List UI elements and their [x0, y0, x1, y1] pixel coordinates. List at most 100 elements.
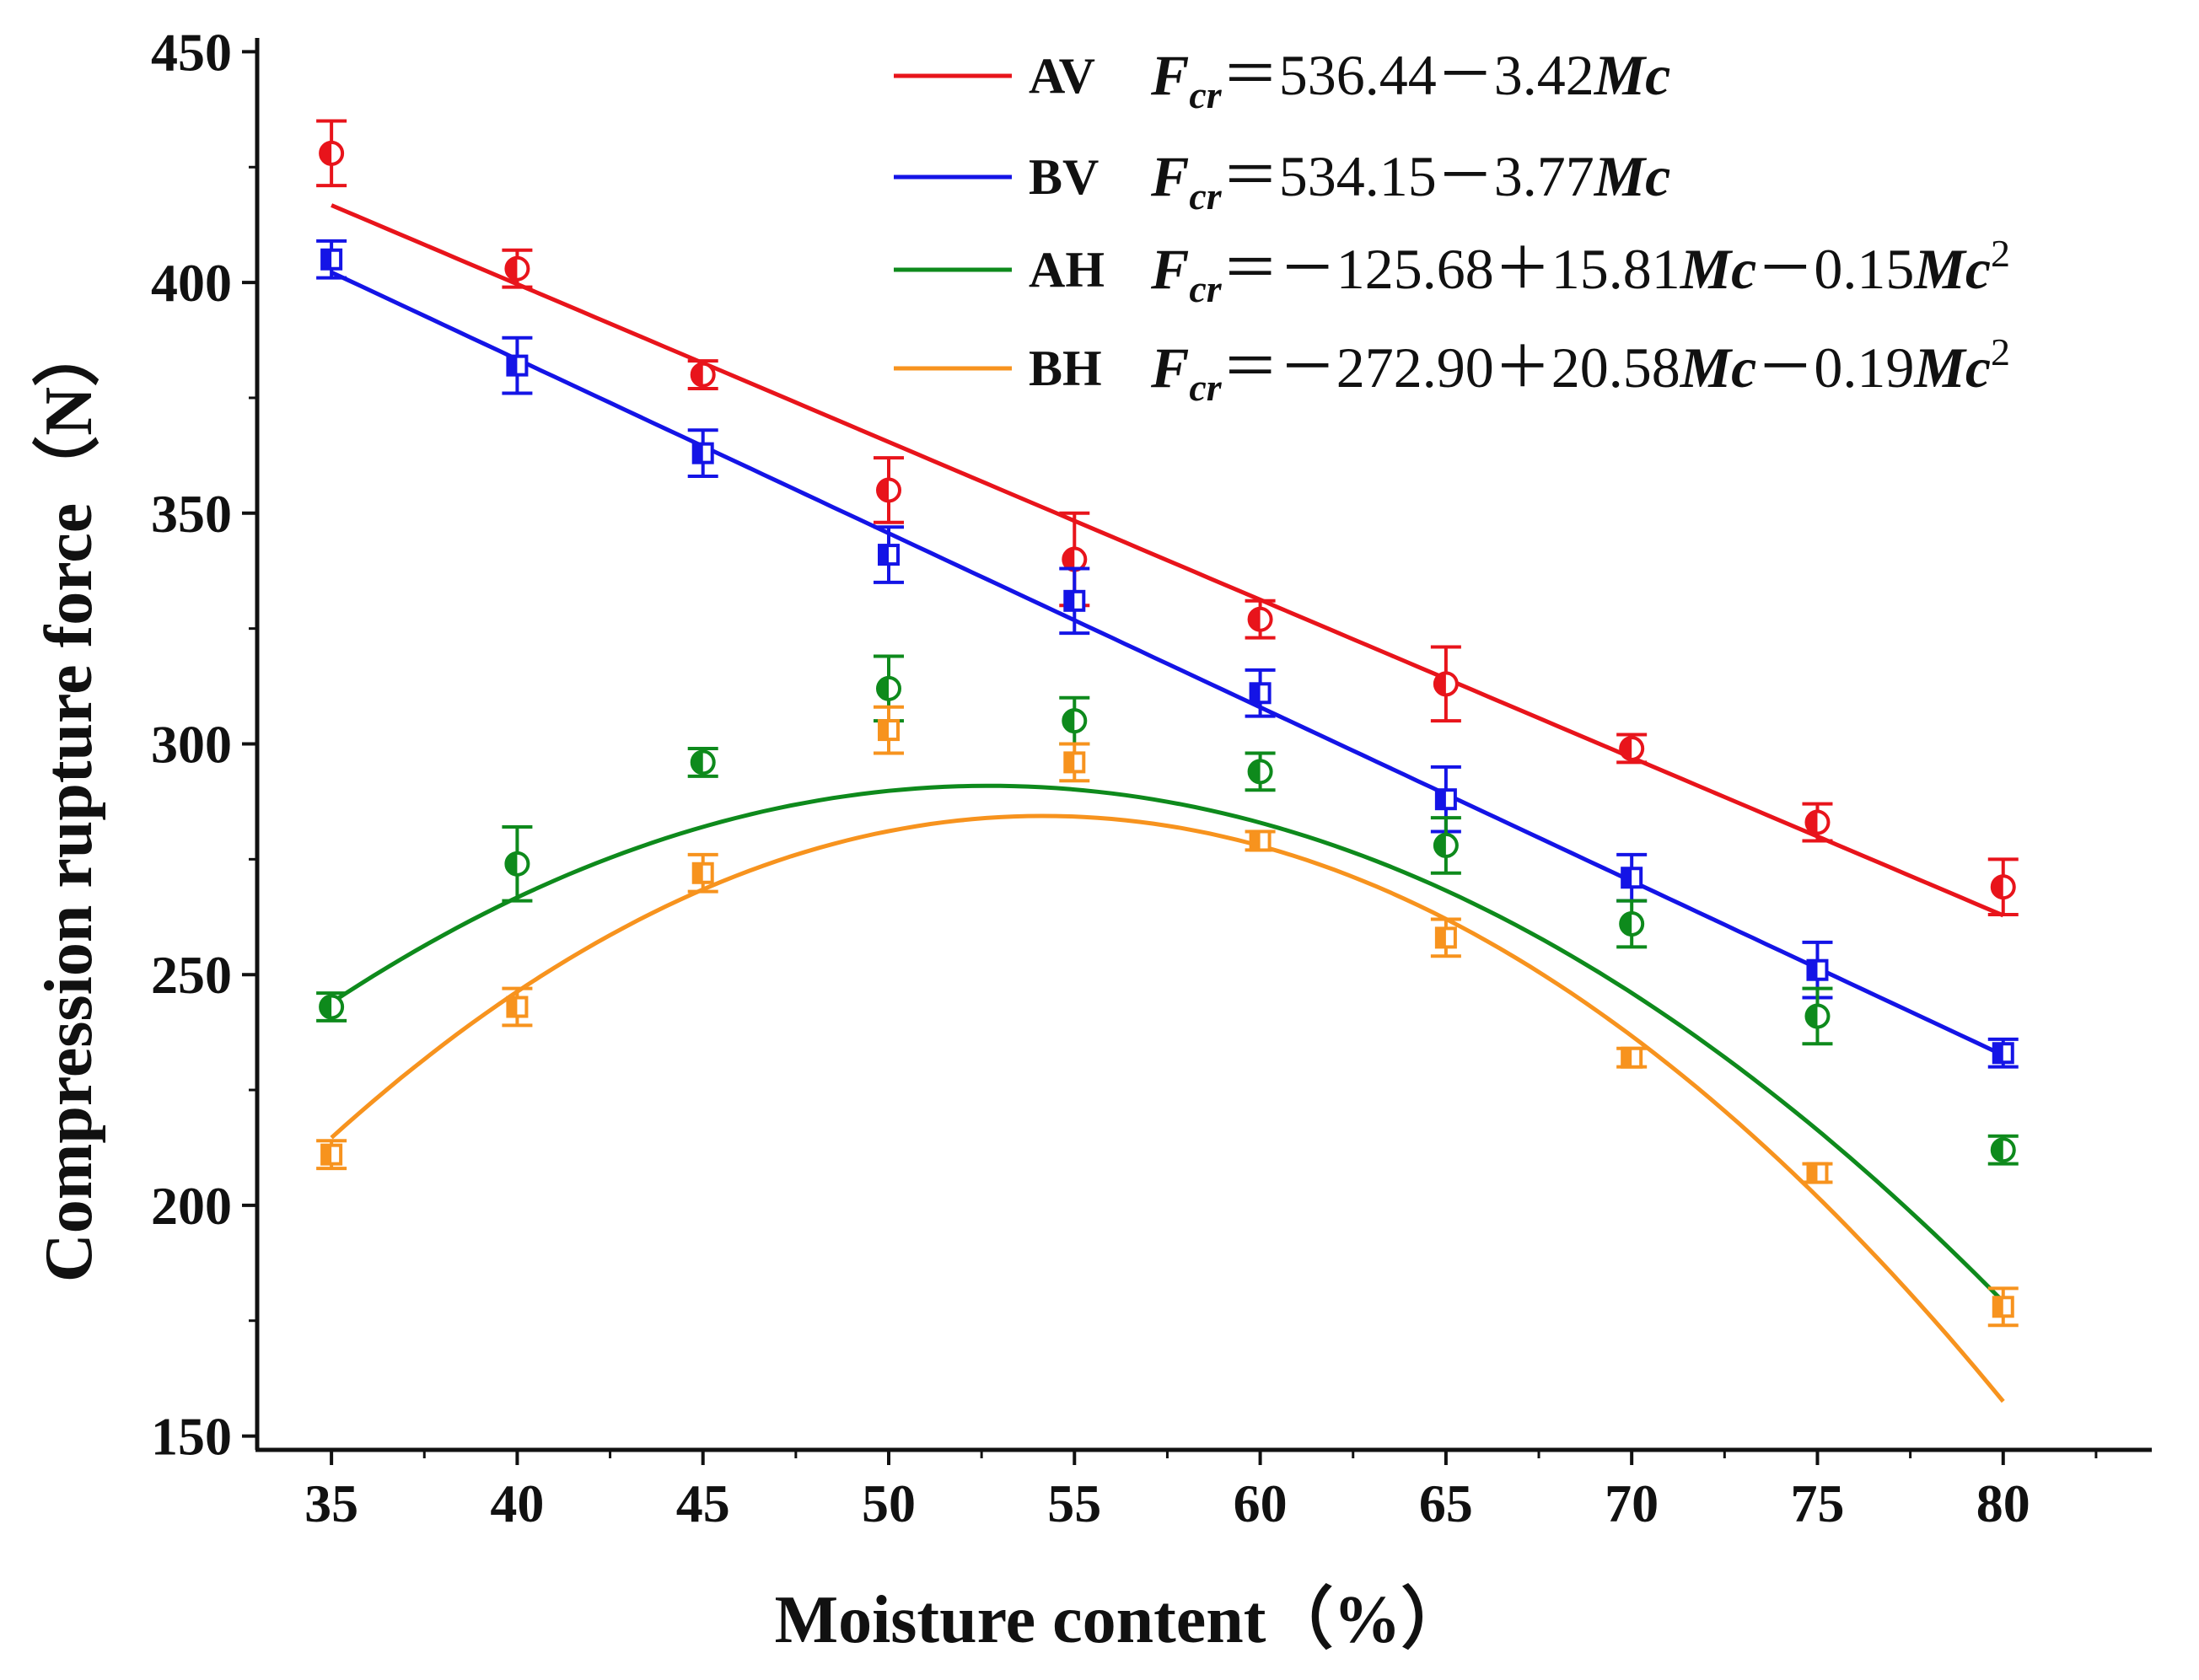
data-point-ah — [687, 746, 718, 778]
legend-label-av: AV — [1029, 48, 1095, 104]
legend-label-ah: AH — [1029, 242, 1105, 298]
legend-entry-bh: BH Fcr＝－272.90＋20.58Mc－0.19Mc2 — [894, 330, 2010, 409]
fit-line-bh — [330, 813, 2005, 1404]
y-axis-title: Compression rupture force（N） — [32, 319, 106, 1282]
data-point-bh — [502, 986, 533, 1028]
marker-half-fill — [1993, 1297, 2003, 1317]
marker-half-fill — [693, 863, 703, 883]
marker-half-fill — [878, 677, 889, 700]
data-point-bh — [1059, 742, 1090, 783]
marker-half-fill — [1808, 960, 1818, 980]
marker-half-fill — [322, 250, 332, 269]
marker-half-fill — [1992, 876, 2003, 899]
marker-half-fill — [1250, 684, 1261, 703]
marker-half-fill — [1622, 868, 1632, 888]
y-tick-label: 300 — [151, 715, 232, 775]
data-point-ah — [502, 825, 533, 903]
x-tick-label: 65 — [1419, 1473, 1473, 1533]
fit-line-bv — [331, 270, 2004, 1057]
data-point-av — [687, 359, 718, 391]
data-point-bv — [1616, 852, 1648, 903]
x-tick-label: 35 — [304, 1473, 358, 1533]
data-point-bh — [316, 1139, 347, 1171]
marker-half-fill — [1063, 548, 1075, 571]
fit-line-ah — [330, 783, 2005, 1303]
y-axis-title-text: Compression rupture force（N） — [32, 319, 106, 1282]
marker-half-fill — [320, 996, 332, 1018]
data-point-bh — [1987, 1286, 2019, 1328]
y-tick-label: 200 — [151, 1176, 232, 1236]
data-point-bh — [1430, 917, 1461, 958]
x-axis-title: Moisture content（%） — [775, 1583, 1469, 1657]
legend-label-bv: BV — [1029, 149, 1099, 205]
y-tick-label: 450 — [151, 22, 232, 82]
data-point-ah — [1616, 899, 1648, 949]
marker-half-fill — [1249, 608, 1261, 631]
marker-half-fill — [1249, 760, 1261, 783]
data-point-av — [874, 456, 904, 524]
marker-half-fill — [506, 257, 518, 280]
marker-half-fill — [1250, 831, 1261, 851]
x-tick-label: 45 — [676, 1473, 730, 1533]
marker-half-fill — [1434, 673, 1446, 695]
data-point-av — [1802, 802, 1833, 843]
legend: AV Fcr＝536.44－3.42Mc BV Fcr＝534.15－3.77Mc AH… — [894, 43, 2010, 409]
legend-equation-bv: Fcr＝534.15－3.77Mc — [1150, 144, 1670, 217]
data-point-bv — [502, 335, 533, 395]
data-point-ah — [316, 991, 347, 1022]
data-point-bv — [1245, 668, 1276, 718]
x-tick-label: 70 — [1605, 1473, 1659, 1533]
marker-half-fill — [1808, 1163, 1818, 1183]
marker-half-fill — [508, 356, 518, 375]
data-point-bh — [687, 852, 718, 894]
data-point-ah — [1802, 986, 1833, 1046]
x-tick-label: 60 — [1234, 1473, 1288, 1533]
data-point-bv — [687, 428, 718, 479]
marker-half-fill — [1434, 834, 1446, 856]
legend-equation-av: Fcr＝536.44－3.42Mc — [1150, 43, 1670, 116]
marker-half-fill — [878, 479, 889, 502]
marker-half-fill — [322, 1145, 332, 1164]
data-point-av — [502, 248, 533, 289]
marker-half-fill — [1621, 912, 1632, 935]
y-tick-label: 150 — [151, 1407, 232, 1467]
fit-line-av — [331, 203, 2004, 918]
data-point-bh — [1616, 1046, 1648, 1069]
y-tick-label: 250 — [151, 945, 232, 1005]
data-point-av — [1430, 645, 1461, 723]
data-point-bv — [874, 525, 904, 584]
legend-equation-bh: Fcr＝－272.90＋20.58Mc－0.19Mc2 — [1150, 330, 2010, 409]
legend-entry-av: AV Fcr＝536.44－3.42Mc — [894, 43, 1670, 116]
data-point-bh — [1245, 829, 1276, 852]
marker-half-fill — [1622, 1048, 1632, 1067]
data-point-av — [1616, 733, 1648, 765]
marker-half-fill — [1806, 811, 1818, 834]
data-point-bh — [1802, 1162, 1833, 1184]
x-tick-label: 40 — [490, 1473, 544, 1533]
data-point-av — [1245, 598, 1276, 640]
marker-half-fill — [1993, 1044, 2003, 1063]
marker-half-fill — [1806, 1005, 1818, 1028]
y-tick-label: 350 — [151, 484, 232, 544]
data-point-ah — [1059, 695, 1090, 746]
data-point-av — [316, 119, 347, 188]
legend-entry-ah: AH Fcr＝－125.68＋15.81Mc－0.15Mc2 — [894, 232, 2010, 310]
marker-half-fill — [693, 443, 703, 463]
y-tick-label: 400 — [151, 253, 232, 313]
marker-half-fill — [320, 142, 332, 164]
marker-half-fill — [508, 997, 518, 1017]
marker-half-fill — [1436, 928, 1446, 947]
data-point-ah — [1987, 1134, 2019, 1166]
data-point-bh — [874, 705, 904, 755]
marker-half-fill — [1065, 753, 1075, 772]
data-point-av — [1987, 857, 2019, 917]
legend-equation-ah: Fcr＝－125.68＋15.81Mc－0.15Mc2 — [1150, 232, 2010, 310]
legend-entry-bv: BV Fcr＝534.15－3.77Mc — [894, 144, 1670, 217]
data-point-bv — [316, 239, 347, 280]
marker-half-fill — [1621, 737, 1632, 759]
data-point-ah — [1430, 816, 1461, 875]
marker-half-fill — [691, 751, 703, 774]
legend-label-bh: BH — [1029, 341, 1102, 396]
x-tick-label: 75 — [1790, 1473, 1844, 1533]
